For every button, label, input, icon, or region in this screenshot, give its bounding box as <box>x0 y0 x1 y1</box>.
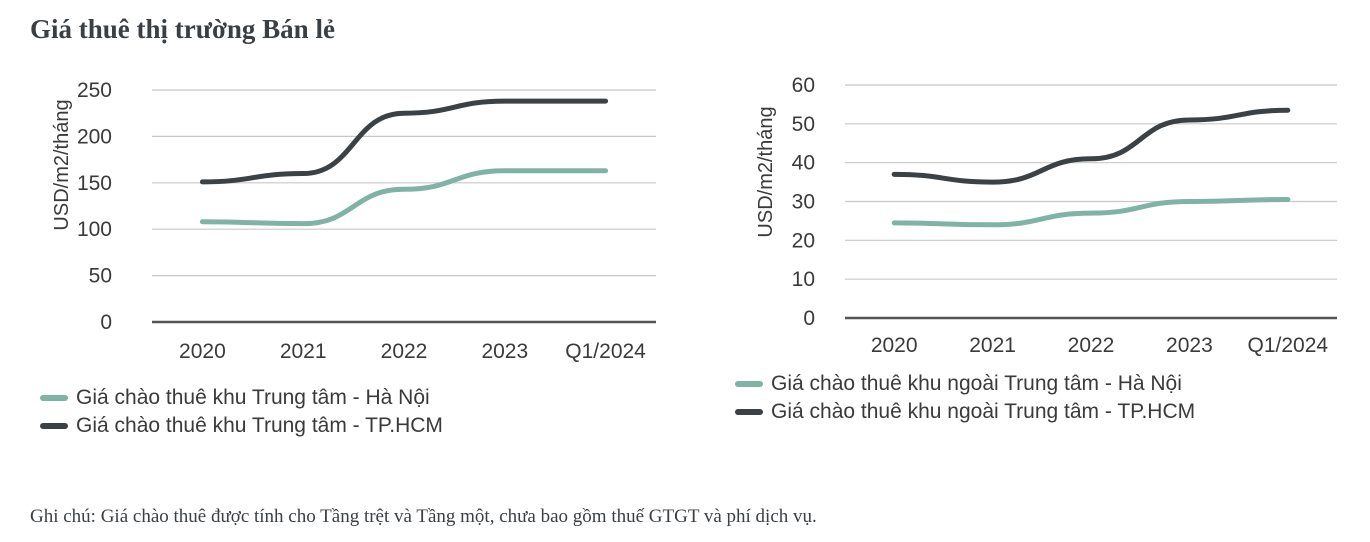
x-tick-label: 2020 <box>179 340 226 363</box>
y-tick-label: 20 <box>792 229 815 252</box>
series-line-1 <box>891 107 1291 185</box>
legend-central: Giá chào thuê khu Trung tâm - Hà Nội Giá… <box>40 384 443 440</box>
x-tick-label: 2023 <box>1166 334 1213 357</box>
y-tick-label: 250 <box>77 79 112 102</box>
x-tick-label: Q1/2024 <box>565 340 646 363</box>
y-tick-label: 60 <box>792 74 815 97</box>
legend-swatch <box>40 423 68 429</box>
legend-item-hcm-outside: Giá chào thuê khu ngoài Trung tâm - TP.H… <box>735 398 1195 426</box>
x-tick-label: Q1/2024 <box>1248 334 1329 357</box>
y-tick-label: 10 <box>792 268 815 291</box>
page-title: Giá thuê thị trường Bán lẻ <box>30 14 335 44</box>
chart-outside-central-rent-svg: 0 10 20 30 40 50 60 2020 2021 2022 2023 Q1/2024 US… <box>755 74 1337 357</box>
chart-central-rent: 0 50 100 150 200 250 2020 2021 2022 2023 Q1/2024 … <box>0 0 690 380</box>
x-tick-label: 2021 <box>969 334 1016 357</box>
x-tick-label: 2021 <box>280 340 327 363</box>
y-tick-label: 30 <box>792 191 815 214</box>
footnote: Ghi chú: Giá chào thuê được tính cho Tần… <box>30 506 817 527</box>
y-tick-label: 40 <box>792 152 815 175</box>
legend-swatch <box>735 381 763 387</box>
y-tick-label: 200 <box>77 125 112 148</box>
y-axis-label: USD/m2/tháng <box>755 106 777 237</box>
legend-label: Giá chào thuê khu Trung tâm - Hà Nội <box>76 386 430 409</box>
chart-outside-central-rent: 0 10 20 30 40 50 60 2020 2021 2022 2023 Q1/2024 US… <box>700 0 1360 380</box>
legend-label: Giá chào thuê khu Trung tâm - TP.HCM <box>76 414 443 437</box>
x-tick-label: 2020 <box>871 334 918 357</box>
y-tick-label: 50 <box>792 113 815 136</box>
x-tick-label: 2022 <box>1068 334 1115 357</box>
y-tick-label: 50 <box>89 265 112 288</box>
series-line-0 <box>199 168 609 227</box>
y-tick-label: 0 <box>803 307 815 330</box>
x-tick-label: 2022 <box>381 340 428 363</box>
y-tick-label: 0 <box>100 311 112 334</box>
legend-item-hcm-central: Giá chào thuê khu Trung tâm - TP.HCM <box>40 412 443 440</box>
legend-item-hanoi-central: Giá chào thuê khu Trung tâm - Hà Nội <box>40 384 443 412</box>
y-tick-label: 100 <box>77 218 112 241</box>
legend-swatch <box>735 409 763 415</box>
y-axis-label: USD/m2/tháng <box>51 99 73 230</box>
legend-item-hanoi-outside: Giá chào thuê khu ngoài Trung tâm - Hà N… <box>735 370 1195 398</box>
y-tick-label: 150 <box>77 172 112 195</box>
legend-label: Giá chào thuê khu ngoài Trung tâm - Hà N… <box>771 372 1182 395</box>
legend-label: Giá chào thuê khu ngoài Trung tâm - TP.H… <box>771 400 1196 423</box>
legend-swatch <box>40 395 68 401</box>
x-tick-label: 2023 <box>481 340 528 363</box>
series-line-0 <box>891 197 1291 228</box>
legend-outside-central: Giá chào thuê khu ngoài Trung tâm - Hà N… <box>735 370 1195 426</box>
series-line-1 <box>199 98 609 185</box>
